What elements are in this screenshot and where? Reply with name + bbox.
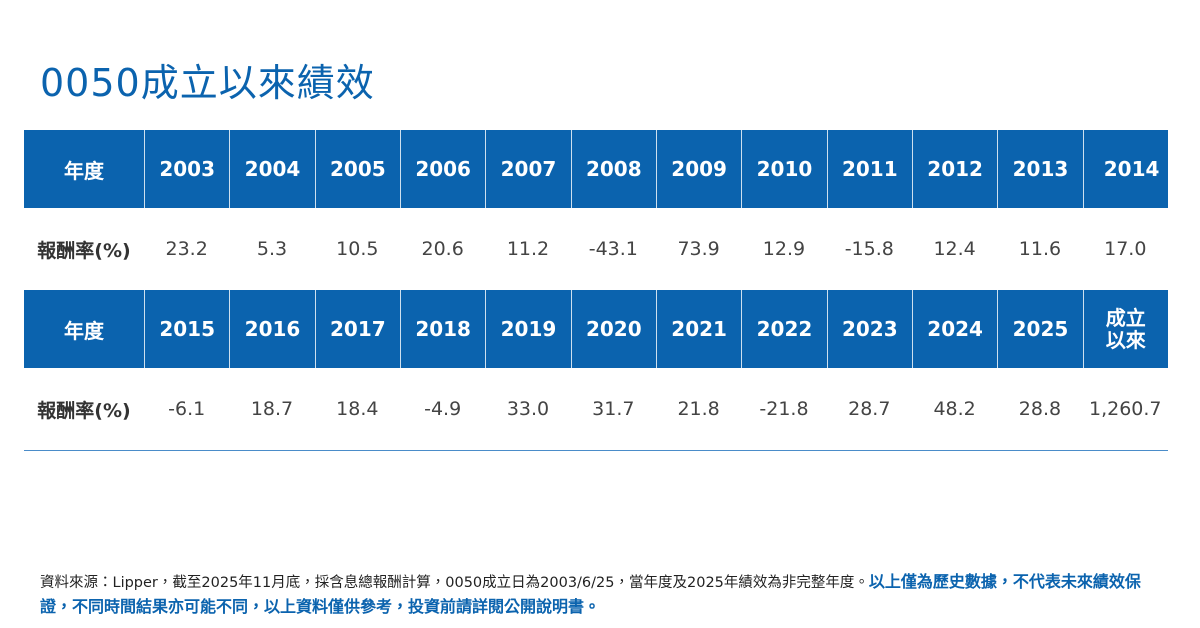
header-text: 年度 <box>64 318 104 343</box>
return-cell: 18.7 <box>250 398 294 420</box>
return-cell: 23.2 <box>165 238 208 260</box>
return-cell: 11.6 <box>1018 238 1062 260</box>
header-text: 2013 <box>1012 157 1069 181</box>
header-cell: 2006 <box>399 130 485 208</box>
return-cell: 48.2 <box>933 398 976 420</box>
header-cell: 2025 <box>997 290 1082 368</box>
return-cell: 5.3 <box>256 238 288 260</box>
header-cell: 成立以來 <box>1082 290 1168 368</box>
data-row: 報酬率(%) 23.2 5.3 10.5 20.6 11.2 -43.1 73.9 12.9 -1… <box>24 208 1168 290</box>
header-text: 2016 <box>244 317 301 341</box>
return-cell: 21.8 <box>677 398 720 420</box>
return-cell: -6.1 <box>168 398 206 420</box>
header-text: 2025 <box>1012 317 1069 341</box>
header-text: 2011 <box>841 157 898 181</box>
footnote: 資料來源：Lipper，截至2025年11月底，採含息總報酬計算，0050成立日… <box>40 570 1158 620</box>
header-cell: 2009 <box>655 130 741 208</box>
header-cell: 2021 <box>655 290 741 368</box>
return-cell: 73.9 <box>677 238 720 260</box>
return-cell: 20.6 <box>421 238 464 260</box>
return-cell: -15.8 <box>844 238 894 260</box>
header-cell: 2020 <box>570 290 656 368</box>
header-text: 2004 <box>244 157 301 181</box>
header-cell: 2023 <box>826 290 912 368</box>
return-cell: 28.8 <box>1018 398 1062 420</box>
return-cell: 10.5 <box>336 238 379 260</box>
page-title: 0050成立以來績效 <box>40 61 375 105</box>
header-text: 2018 <box>415 317 471 341</box>
return-cell: -43.1 <box>588 238 638 260</box>
header-text: 2024 <box>927 317 983 341</box>
header-text: 2020 <box>585 317 642 341</box>
header-cell: 2018 <box>399 290 485 368</box>
header-cell: 年度 <box>24 290 144 368</box>
data-row: 報酬率(%) -6.1 18.7 18.4 -4.9 33.0 31.7 21.8 -21.8 2… <box>24 368 1168 450</box>
return-cell: -4.9 <box>424 398 462 420</box>
header-text: 2015 <box>159 317 215 341</box>
header-cell: 2004 <box>229 130 314 208</box>
header-text: 2023 <box>841 317 898 341</box>
header-text: 2017 <box>329 317 386 341</box>
header-cell: 2017 <box>314 290 400 368</box>
return-cell: 12.4 <box>933 238 976 260</box>
header-cell: 2008 <box>570 130 656 208</box>
header-cell: 2012 <box>911 130 997 208</box>
header-cell: 年度 <box>24 130 144 208</box>
footnote-disclaimer: 以上僅為歷史數據，不代表未來績效保證，不同時間結果亦可能不同，以上資料僅供參考，… <box>40 572 1141 616</box>
header-row: 年度 2015 2016 2017 2018 2019 2020 2021 2022 2023 20… <box>24 290 1168 368</box>
return-cell: 31.7 <box>592 398 635 420</box>
header-cell: 2024 <box>911 290 997 368</box>
header-cell: 2019 <box>485 290 570 368</box>
return-cell: 12.9 <box>762 238 806 260</box>
header-text: 2005 <box>329 157 386 181</box>
row-label: 報酬率(%) <box>37 239 131 262</box>
header-cell: 2003 <box>144 130 229 208</box>
return-cell: 1,260.7 <box>1089 398 1162 420</box>
return-cell: 28.7 <box>848 398 891 420</box>
header-cell: 2013 <box>997 130 1082 208</box>
header-cell: 2005 <box>314 130 400 208</box>
header-text: 2006 <box>415 157 471 181</box>
header-row: 年度 2003 2004 2005 2006 2007 2008 2009 2010 2011 20… <box>24 130 1168 208</box>
header-text: 2022 <box>756 317 813 341</box>
header-cell: 2022 <box>741 290 826 368</box>
return-cell: 11.2 <box>506 238 550 260</box>
performance-table: 年度 2003 2004 2005 2006 2007 2008 2009 2010 2011 20… <box>24 130 1168 451</box>
header-text: 2003 <box>159 157 215 181</box>
header-text: 2019 <box>500 317 557 341</box>
header-text: 年度 <box>64 158 104 183</box>
header-text: 2012 <box>927 157 983 181</box>
return-cell: 33.0 <box>506 398 550 420</box>
header-cell: 2007 <box>485 130 570 208</box>
header-text: 2008 <box>585 157 642 181</box>
header-text: 2014 <box>1103 157 1160 181</box>
return-cell: -21.8 <box>759 398 809 420</box>
header-text: 2010 <box>756 157 813 181</box>
header-text: 成立以來 <box>1105 306 1146 352</box>
header-cell: 2014 <box>1082 130 1168 208</box>
header-text: 2009 <box>671 157 727 181</box>
header-cell: 2015 <box>144 290 229 368</box>
header-text: 2007 <box>500 157 557 181</box>
header-cell: 2011 <box>826 130 912 208</box>
return-cell: 18.4 <box>336 398 379 420</box>
return-cell: 17.0 <box>1104 238 1147 260</box>
header-cell: 2016 <box>229 290 314 368</box>
row-label: 報酬率(%) <box>37 399 131 422</box>
header-cell: 2010 <box>741 130 826 208</box>
header-text: 2021 <box>671 317 727 341</box>
footnote-source: 資料來源：Lipper，截至2025年11月底，採含息總報酬計算，0050成立日… <box>40 575 869 591</box>
